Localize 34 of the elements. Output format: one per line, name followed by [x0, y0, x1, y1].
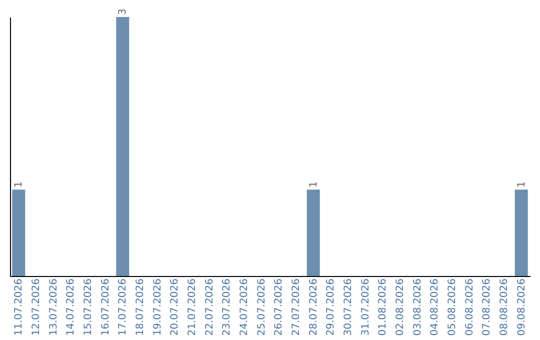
- x-tick-label: 26.07.2026: [274, 278, 285, 336]
- x-tick-label: 16.07.2026: [100, 278, 112, 336]
- x-tick-label: 14.07.2026: [66, 278, 77, 336]
- x-tick-label: 02.08.2026: [395, 278, 406, 336]
- x-tick-label: 23.07.2026: [222, 278, 233, 336]
- data-label: 3: [118, 8, 129, 15]
- x-tick-label: 06.08.2026: [464, 278, 476, 336]
- x-tick-label: 13.07.2026: [48, 278, 60, 336]
- x-tick-label: 04.08.2026: [430, 278, 441, 336]
- x-tick-label: 18.07.2026: [135, 278, 146, 336]
- x-tick-label: 09.08.2026: [516, 278, 528, 336]
- x-tick-label: 31.07.2026: [360, 278, 372, 336]
- x-tick-label: 25.07.2026: [256, 278, 268, 336]
- data-label: 1: [516, 181, 528, 188]
- data-label: 1: [308, 181, 320, 188]
- x-tick-label: 27.07.2026: [291, 278, 302, 336]
- x-tick-label: 05.08.2026: [447, 278, 458, 336]
- x-tick-label: 07.08.2026: [482, 278, 493, 336]
- x-tick-label: 29.07.2026: [326, 278, 337, 336]
- x-tick-label: 21.07.2026: [187, 278, 198, 336]
- x-tick-label: 12.07.2026: [31, 278, 42, 336]
- x-tick-label: 11.07.2026: [14, 278, 25, 336]
- x-tick-label: 08.08.2026: [499, 278, 510, 336]
- x-tick-label: 03.08.2026: [412, 278, 424, 336]
- x-tick-label: 28.07.2026: [308, 278, 320, 336]
- x-tick-label: 30.07.2026: [343, 278, 354, 336]
- x-tick-label: 17.07.2026: [118, 278, 129, 336]
- x-tick-label: 20.07.2026: [170, 278, 181, 336]
- x-tick-label: 24.07.2026: [239, 278, 250, 336]
- x-tick-label: 22.07.2026: [204, 278, 216, 336]
- data-label: 1: [14, 181, 25, 188]
- x-tick-label: 15.07.2026: [83, 278, 94, 336]
- x-tick-label: 19.07.2026: [152, 278, 164, 336]
- x-tick-label: 01.08.2026: [378, 278, 389, 336]
